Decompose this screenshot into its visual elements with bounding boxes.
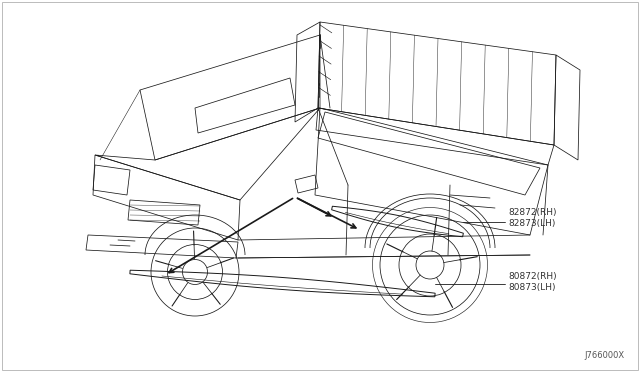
Text: 82872(RH)
82873(LH): 82872(RH) 82873(LH) [508, 208, 557, 228]
Text: J766000X: J766000X [585, 351, 625, 360]
Text: 80872(RH)
80873(LH): 80872(RH) 80873(LH) [508, 272, 557, 292]
